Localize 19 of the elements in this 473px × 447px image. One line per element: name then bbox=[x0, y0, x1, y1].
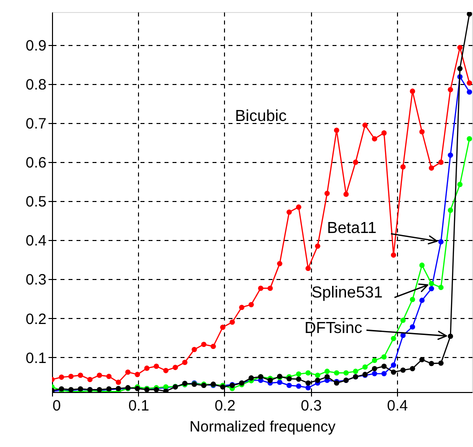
y-tick-label: 0.7 bbox=[26, 116, 46, 133]
y-tick-label: 0.8 bbox=[26, 76, 46, 94]
x-tick-label: 0.3 bbox=[300, 398, 322, 414]
x-tick-label: 0.1 bbox=[128, 398, 150, 414]
annotation: DFTsinc bbox=[304, 320, 362, 338]
y-tick-label: 0.4 bbox=[26, 232, 46, 250]
y-tick-label: 0.9 bbox=[26, 38, 46, 55]
annotation: Spline531 bbox=[311, 284, 383, 302]
y-tick-label: 0.1 bbox=[26, 350, 46, 367]
y-tick-label: 0.2 bbox=[26, 310, 46, 328]
x-axis-title: Normalized frequency bbox=[190, 418, 336, 436]
x-tick-label: 0.4 bbox=[387, 398, 408, 414]
annotation: Bicubic bbox=[235, 108, 287, 125]
y-tick-label: 0.5 bbox=[26, 194, 46, 211]
y-tick-label: 0.3 bbox=[26, 272, 46, 289]
annotation: Beta11 bbox=[326, 220, 377, 237]
x-tick-label: 0 bbox=[52, 398, 61, 414]
y-tick-label: 0.6 bbox=[26, 154, 46, 172]
x-tick-label: 0.2 bbox=[214, 398, 236, 414]
